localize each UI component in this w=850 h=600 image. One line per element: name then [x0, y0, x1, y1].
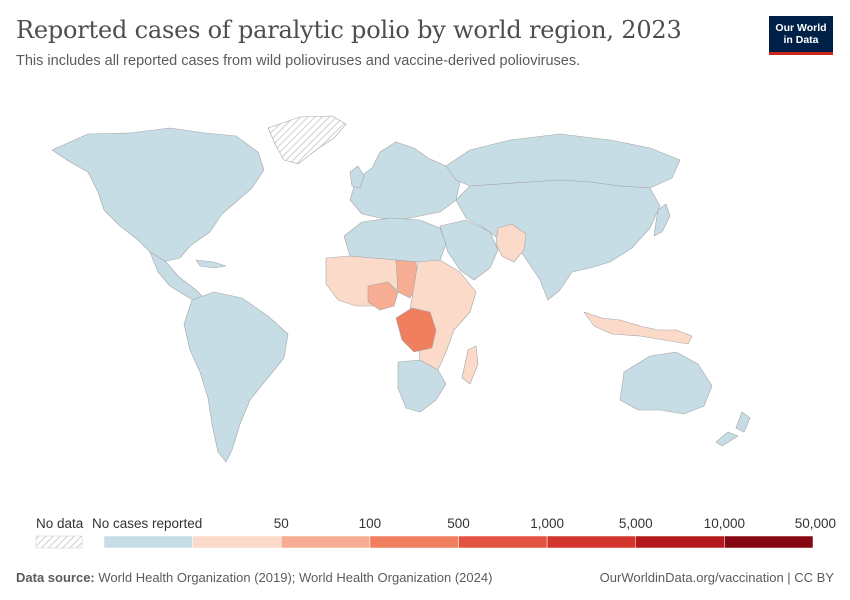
region-madagascar[interactable]	[461, 345, 479, 385]
region-dr-congo[interactable]	[395, 307, 437, 353]
legend-tick-label: 50	[273, 516, 289, 531]
region-uk[interactable]	[349, 165, 365, 189]
legend-no-cases-label: No cases reported	[92, 516, 203, 531]
legend-tick-label: 500	[447, 516, 470, 531]
source-label: Data source:	[16, 570, 95, 585]
legend-tick-label: 100	[358, 516, 382, 531]
footer-source: Data source: World Health Organization (…	[16, 570, 492, 585]
source-text: World Health Organization (2019); World …	[98, 570, 493, 585]
region-japan[interactable]	[653, 203, 671, 237]
legend-swatch-no-data	[35, 535, 83, 549]
legend-swatch-bin-5	[546, 535, 636, 549]
legend-swatch-bin-6	[635, 535, 725, 549]
world-map[interactable]	[0, 90, 850, 480]
region-north-africa[interactable]	[343, 217, 447, 263]
legend-swatch-bin-4	[458, 535, 548, 549]
legend-swatch-bin-7	[724, 535, 814, 549]
region-new-zealand[interactable]	[715, 411, 751, 447]
legend-tick-label: 10,000	[703, 516, 746, 531]
region-australia[interactable]	[619, 351, 713, 415]
region-middle-east[interactable]	[439, 219, 499, 281]
region-north-america[interactable]	[51, 127, 265, 263]
legend-tick-label: 5,000	[618, 516, 653, 531]
owid-logo[interactable]: Our World in Data	[769, 16, 833, 55]
region-greenland[interactable]	[267, 115, 347, 165]
region-south-america[interactable]	[183, 291, 289, 463]
chart-subtitle: This includes all reported cases from wi…	[16, 53, 581, 69]
legend-tick-label: 1,000	[530, 516, 565, 531]
logo-line-2: in Data	[783, 34, 819, 46]
region-southeast-asia[interactable]	[583, 311, 693, 345]
legend-no-data-label: No data	[36, 516, 84, 531]
region-caribbean[interactable]	[195, 259, 227, 269]
region-afghanistan-pakistan[interactable]	[495, 223, 527, 263]
region-europe[interactable]	[349, 141, 461, 221]
legend-swatch-bin-2	[281, 535, 371, 549]
chart-title: Reported cases of paralytic polio by wor…	[16, 16, 682, 44]
legend-swatch-no-cases	[103, 535, 193, 549]
region-central-america[interactable]	[149, 251, 207, 305]
region-nigeria[interactable]	[367, 281, 399, 311]
logo-line-1: Our World	[775, 22, 827, 34]
legend-swatch-bin-3	[369, 535, 459, 549]
footer-url[interactable]: OurWorldinData.org/vaccination | CC BY	[599, 570, 834, 585]
legend-tick-label: 50,000	[794, 516, 836, 531]
legend-swatch-bin-1	[192, 535, 282, 549]
color-legend	[35, 535, 814, 549]
